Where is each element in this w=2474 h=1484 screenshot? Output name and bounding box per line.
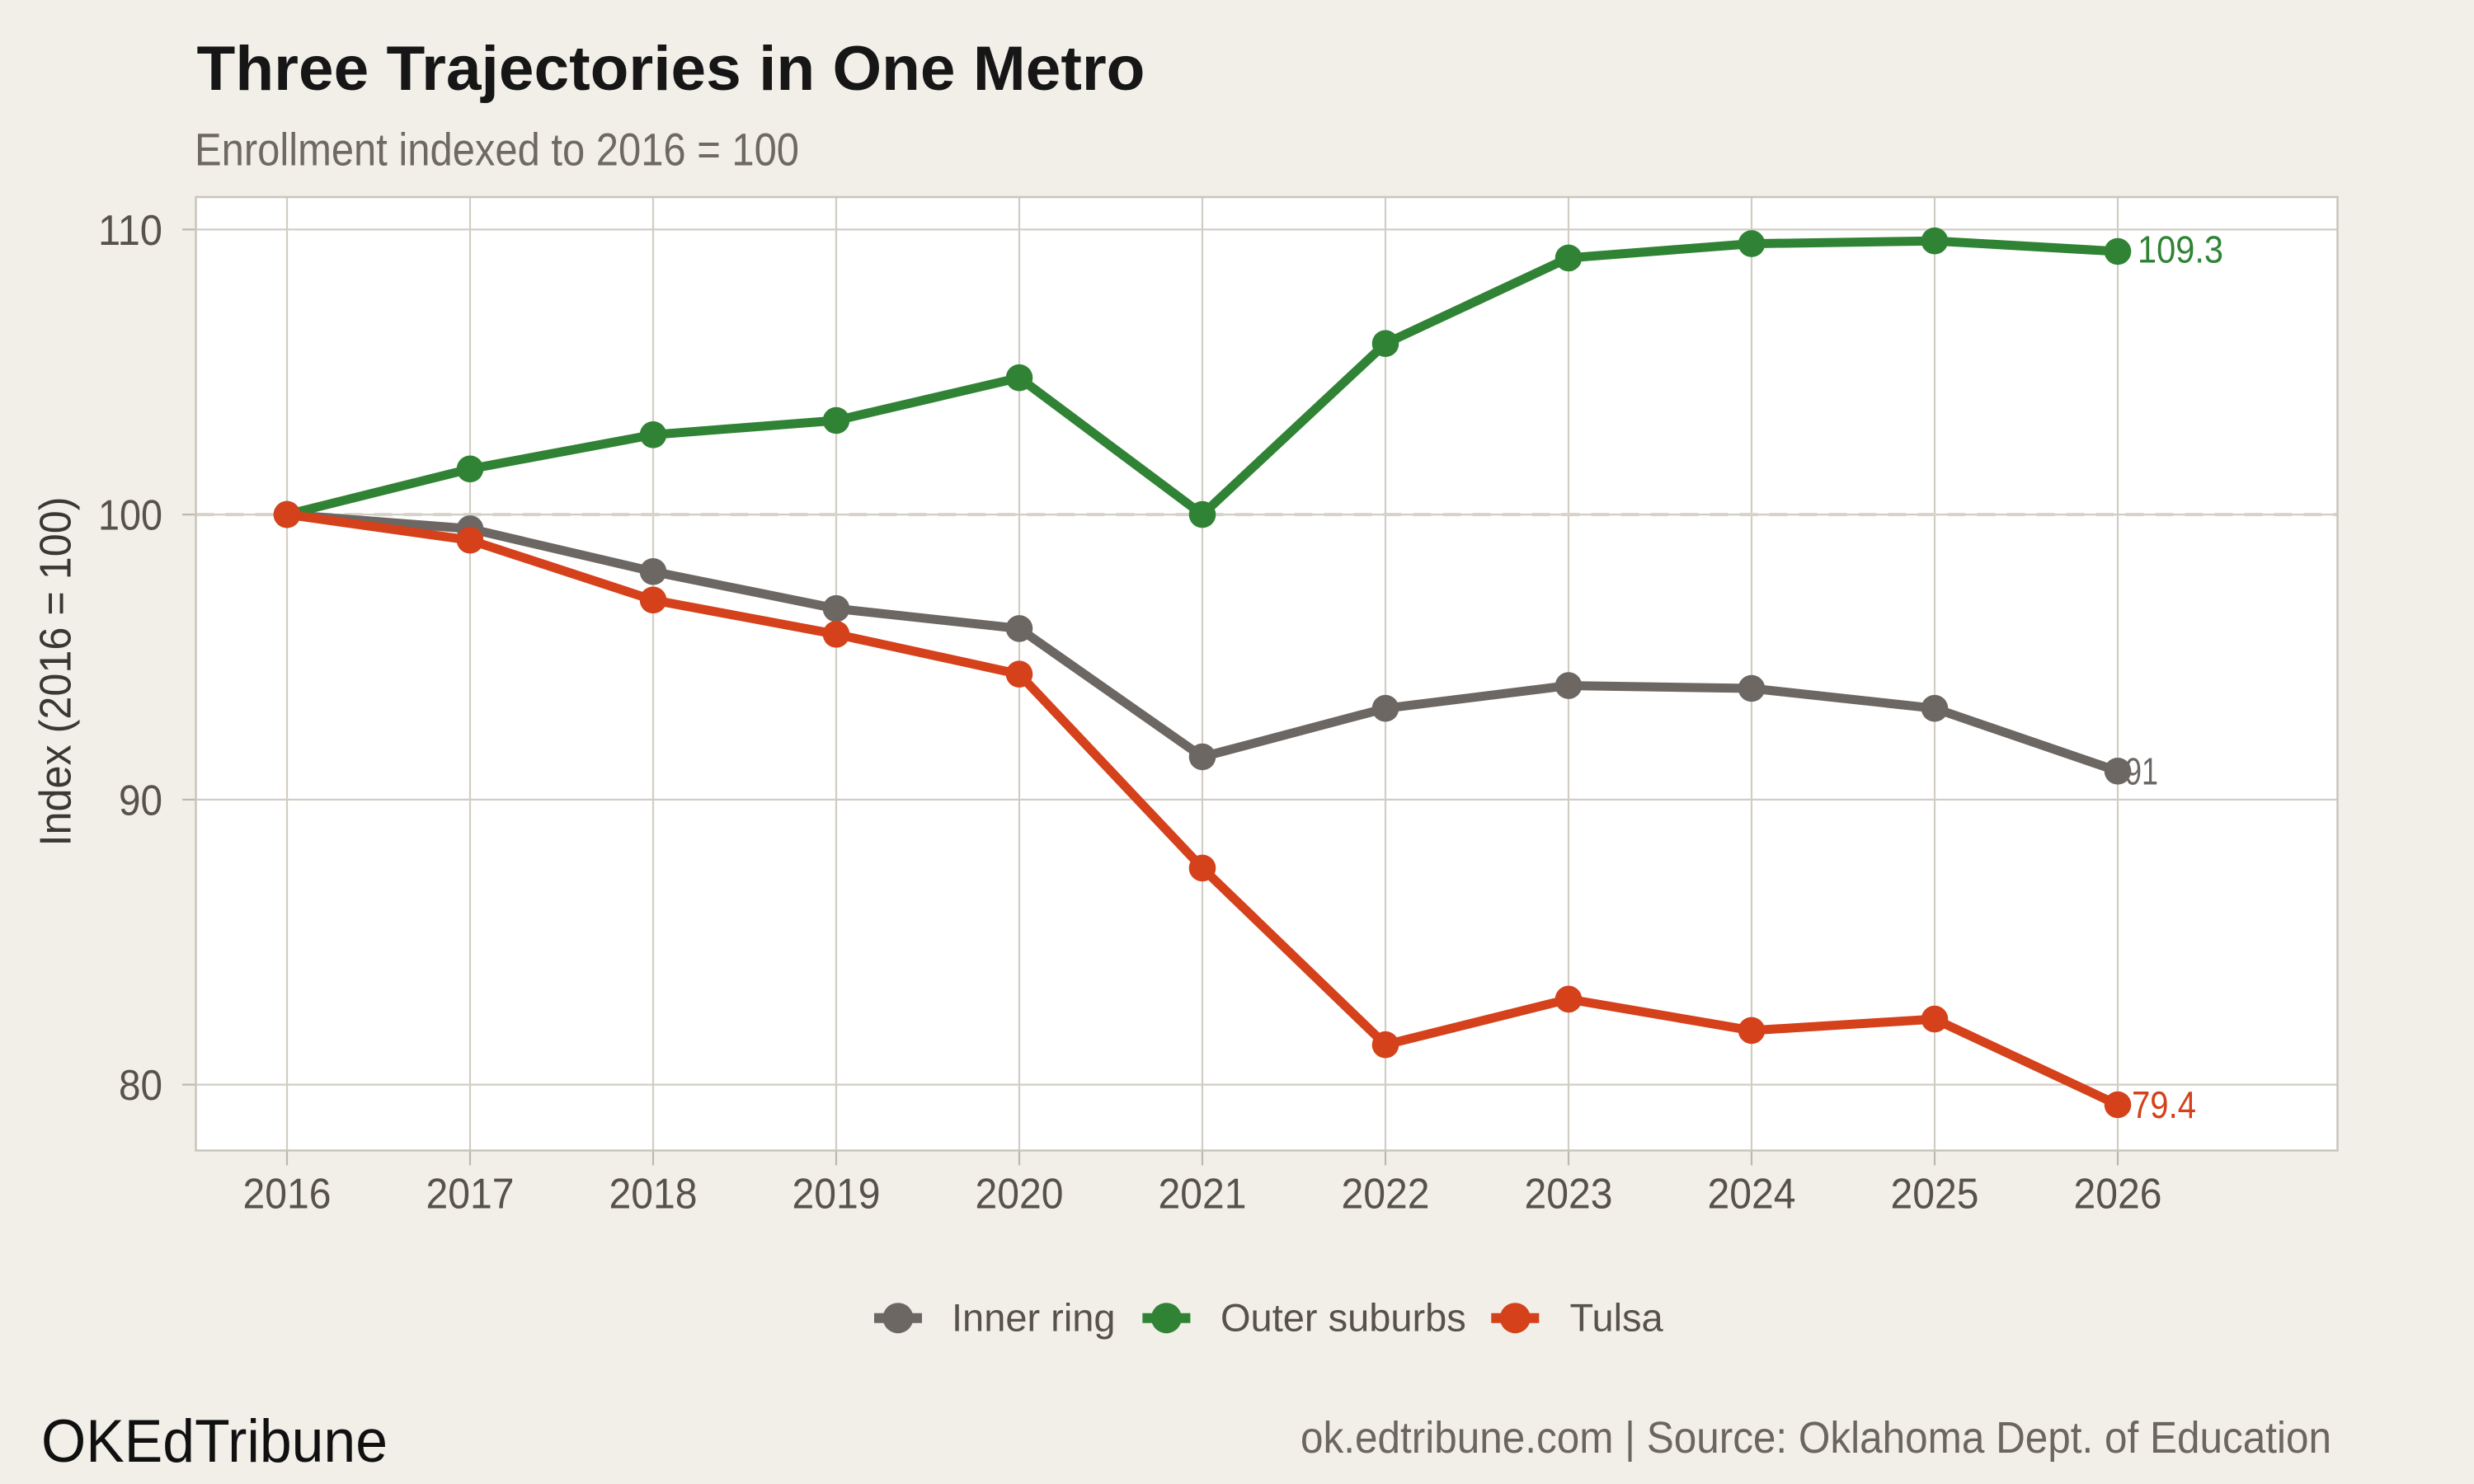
svg-text:Index (2016 = 100): Index (2016 = 100) [31,497,81,847]
svg-text:2018: 2018 [609,1171,698,1219]
svg-text:90: 90 [119,777,162,824]
svg-text:2023: 2023 [1525,1171,1613,1219]
svg-text:2020: 2020 [976,1171,1064,1219]
svg-text:OKEdTribune: OKEdTribune [41,1408,388,1475]
svg-text:79.4: 79.4 [2132,1083,2196,1126]
svg-text:Enrollment indexed to 2016 = 1: Enrollment indexed to 2016 = 100 [195,123,799,175]
svg-text:2022: 2022 [1342,1171,1430,1219]
svg-text:Outer suburbs: Outer suburbs [1221,1296,1466,1340]
svg-text:2021: 2021 [1159,1171,1247,1219]
svg-text:80: 80 [119,1062,162,1110]
svg-text:ok.edtribune.com | Source: Okl: ok.edtribune.com | Source: Oklahoma Dept… [1300,1413,2331,1463]
svg-text:2026: 2026 [2074,1171,2162,1219]
svg-text:91: 91 [2125,749,2158,792]
svg-text:2019: 2019 [793,1171,881,1219]
svg-text:2025: 2025 [1891,1171,1979,1219]
svg-text:Inner ring: Inner ring [952,1296,1116,1340]
svg-text:110: 110 [98,207,162,255]
svg-text:109.3: 109.3 [2138,228,2223,271]
svg-text:2016: 2016 [243,1171,332,1219]
svg-text:Three Trajectories in One Metr: Three Trajectories in One Metro [197,34,1145,104]
svg-text:100: 100 [98,492,162,540]
svg-text:2017: 2017 [426,1171,515,1219]
svg-text:Tulsa: Tulsa [1570,1296,1664,1340]
svg-text:2024: 2024 [1708,1171,1796,1219]
